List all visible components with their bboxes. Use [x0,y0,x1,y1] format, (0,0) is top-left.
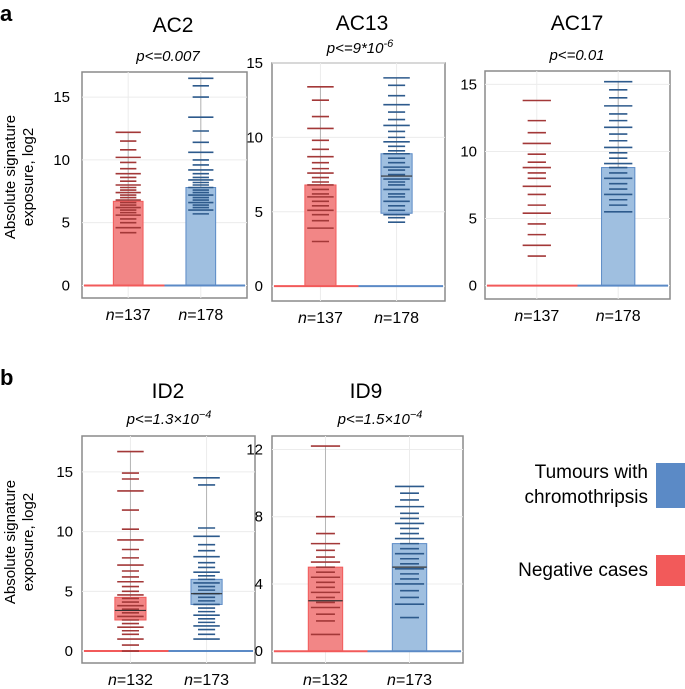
n-value: =178 [605,308,641,325]
legend-label-chromothripsis-line1: Tumours with [535,462,648,483]
box [304,184,337,287]
n-value: =137 [115,307,151,324]
n-value: =173 [193,672,229,689]
n-value: =178 [383,310,419,327]
box [112,200,144,286]
p-value: p<=1.5×10−4 [337,409,423,428]
y-tick-label: 15 [246,55,263,72]
p-value: p<=0.007 [135,48,200,65]
n-label: n=173 [387,672,432,689]
p-value-exponent: -6 [383,38,394,50]
y-tick-label: 10 [246,129,263,146]
n-value: =137 [523,308,559,325]
plot-frame [81,435,256,664]
p-value-exponent: −4 [199,409,212,421]
n-value: =173 [396,672,432,689]
y-tick-label: 8 [255,509,263,526]
n-symbol: n [387,672,396,689]
n-symbol: n [108,672,117,689]
y-tick-label: 5 [469,211,477,228]
plot-frame [271,62,446,302]
chart-title: AC17 [551,12,604,35]
y-tick-label: 15 [460,76,477,93]
box [307,566,344,652]
n-symbol: n [298,310,307,327]
legend: Tumours with chromothripsis Negative cas… [518,462,685,586]
legend-label-negative: Negative cases [518,560,648,581]
y-axis-label-b-line1: Absolute signature [2,480,19,604]
y-axis-label-a-line1: Absolute signature [2,115,19,239]
legend-label-chromothripsis-line2: chromothripsis [524,487,648,508]
y-tick-label: 4 [255,576,263,593]
plot-frame [484,70,671,300]
y-tick-label: 5 [62,215,70,232]
y-tick-label: 0 [255,278,263,295]
n-label: n=132 [108,672,153,689]
y-axis-label-b-line2: exposure, log2 [20,493,37,591]
n-symbol: n [596,308,605,325]
legend-swatch-negative [656,555,685,586]
n-label: n=178 [374,310,419,327]
y-tick-label: 12 [246,441,263,458]
p-value: p<=1.3×10−4 [126,409,212,428]
plot-frame [81,71,248,299]
p-value: p<=0.01 [548,47,604,64]
n-label: n=178 [596,308,641,325]
legend-swatch-chromothripsis [656,463,685,508]
panel-letter-b: b [0,365,13,390]
n-label: n=132 [303,672,348,689]
n-value: =132 [117,672,153,689]
n-label: n=137 [298,310,343,327]
y-axis-label-a-line2: exposure, log2 [20,128,37,226]
p-value: p<=9*10-6 [326,38,394,57]
y-tick-label: 0 [62,277,70,294]
n-symbol: n [106,307,115,324]
plot-frame [271,435,464,664]
n-label: n=178 [178,307,223,324]
n-symbol: n [184,672,193,689]
chart-title: AC13 [336,12,389,35]
y-tick-label: 5 [255,204,263,221]
y-tick-label: 0 [255,643,263,660]
n-label: n=137 [514,308,559,325]
n-value: =137 [307,310,343,327]
chart-title: AC2 [153,14,194,37]
y-tick-label: 5 [65,583,73,600]
n-symbol: n [514,308,523,325]
chart-title: ID9 [350,380,383,403]
y-tick-label: 15 [56,464,73,481]
chart-title: ID2 [152,380,185,403]
n-symbol: n [178,307,187,324]
box [601,167,636,287]
n-symbol: n [303,672,312,689]
y-tick-label: 0 [65,643,73,660]
n-symbol: n [374,310,383,327]
y-tick-label: 10 [53,152,70,169]
y-tick-label: 15 [53,89,70,106]
y-tick-label: 10 [56,524,73,541]
n-label: n=173 [184,672,229,689]
y-tick-label: 10 [460,143,477,160]
panel-letter-a: a [0,1,13,26]
n-value: =178 [187,307,223,324]
y-tick-label: 0 [469,278,477,295]
n-value: =132 [312,672,348,689]
n-label: n=137 [106,307,151,324]
p-value-exponent: −4 [410,409,423,421]
